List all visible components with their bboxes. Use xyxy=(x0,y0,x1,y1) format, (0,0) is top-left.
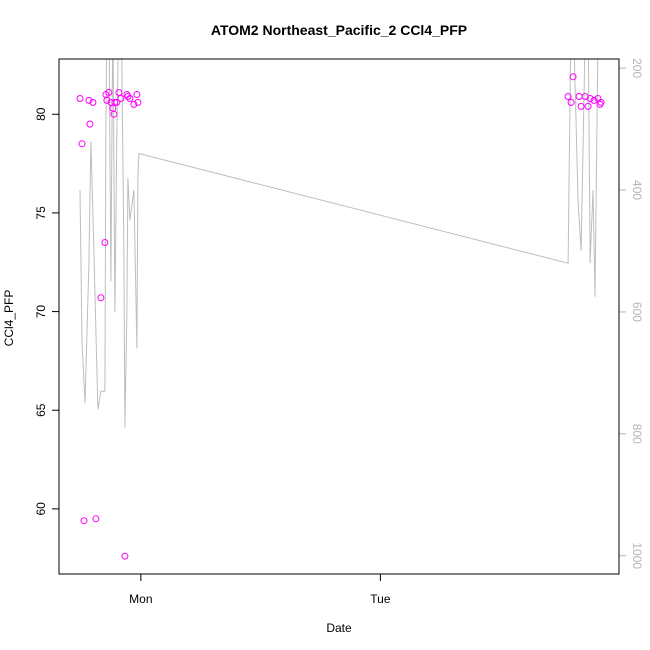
y-tick-label: 65 xyxy=(34,403,48,417)
y2-tick-label: 1000 xyxy=(630,542,644,569)
data-point xyxy=(80,517,88,525)
y-axis-label: CCl4_PFP xyxy=(2,290,16,347)
data-point xyxy=(586,95,594,102)
data-point xyxy=(85,96,93,104)
data-point xyxy=(564,93,572,100)
data-point xyxy=(121,552,129,560)
plot-frame xyxy=(58,58,620,575)
data-point xyxy=(124,93,132,100)
x-tick-label: Tue xyxy=(370,592,391,606)
data-point xyxy=(86,120,94,128)
data-point xyxy=(76,95,84,102)
data-point xyxy=(134,98,142,106)
y2-tick-label: 600 xyxy=(630,302,644,322)
y2-tick-label: 200 xyxy=(630,58,644,78)
data-point xyxy=(89,98,97,106)
data-point xyxy=(78,140,86,148)
y2-tick-label: 400 xyxy=(630,180,644,200)
data-point xyxy=(567,98,575,106)
data-point xyxy=(103,96,111,104)
x-axis-label: Date xyxy=(326,621,352,635)
y-tick-label: 75 xyxy=(34,206,48,220)
data-point xyxy=(133,91,141,98)
y-tick-label: 80 xyxy=(34,107,48,121)
x-tick-label: Mon xyxy=(129,592,152,606)
cloud-line xyxy=(79,59,599,428)
data-point xyxy=(117,95,125,102)
y2-tick-label: 800 xyxy=(630,424,644,444)
y-tick-label: 60 xyxy=(34,502,48,516)
data-point xyxy=(113,98,121,106)
data-point xyxy=(110,110,118,118)
data-point xyxy=(597,98,605,106)
data-point xyxy=(97,294,105,302)
data-point xyxy=(577,102,585,110)
data-point xyxy=(115,89,123,96)
data-point xyxy=(575,93,583,100)
data-point xyxy=(101,239,109,246)
ccl4-points-series xyxy=(76,73,605,560)
data-point xyxy=(105,89,113,96)
data-point xyxy=(584,102,592,110)
data-point xyxy=(126,95,134,102)
data-point xyxy=(109,104,117,112)
axes: 60 65 70 75 80 200 400 600 800 1000 Mon Tue xyxy=(34,58,644,606)
y-tick-label: 70 xyxy=(34,305,48,319)
data-point xyxy=(111,98,119,106)
data-point xyxy=(130,100,138,108)
chart-title: ATOM2 Northeast_Pacific_2 CCl4_PFP xyxy=(211,22,467,38)
cloud-line-series xyxy=(79,59,599,428)
data-point xyxy=(569,73,577,81)
data-point xyxy=(92,515,100,523)
data-point xyxy=(590,96,598,104)
